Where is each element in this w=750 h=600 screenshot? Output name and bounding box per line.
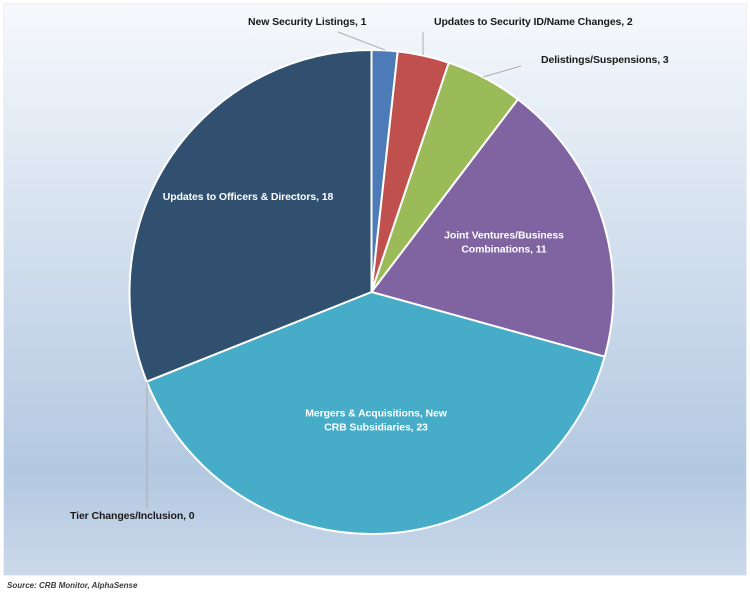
pie-slice-mergers-acquisitions-new-crb-subsidiaries bbox=[145, 291, 606, 535]
leader-line bbox=[482, 65, 522, 78]
leader-line bbox=[337, 31, 386, 51]
pie-slice-joint-ventures-business-combinations bbox=[370, 98, 615, 358]
pie-label-joint-ventures-business-combinations-11: Joint Ventures/Business Combinations, 11 bbox=[444, 229, 564, 255]
pie-slice-updates-to-officers-directors bbox=[128, 49, 373, 383]
pie-label-new-security-listings-1: New Security Listings, 1 bbox=[248, 16, 367, 28]
pie-label-delistings-suspensions-3: Delistings/Suspensions, 3 bbox=[541, 54, 669, 66]
chart-area: New Security Listings, 1 Updates to Secur… bbox=[3, 3, 747, 576]
pie-label-updates-to-security-id-name-changes-2: Updates to Security ID/Name Changes, 2 bbox=[434, 16, 633, 28]
pie-label-updates-to-officers-directors-18: Updates to Officers & Directors, 18 bbox=[162, 191, 334, 204]
pie-label-tier-changes-inclusion-0: Tier Changes/Inclusion, 0 bbox=[70, 510, 195, 522]
source-note: Source: CRB Monitor, AlphaSense bbox=[7, 581, 138, 590]
pie-label-mergers-acquisitions-new-crb-subsidiaries-23: Mergers & Acquisitions, New CRB Subsidia… bbox=[305, 407, 447, 433]
